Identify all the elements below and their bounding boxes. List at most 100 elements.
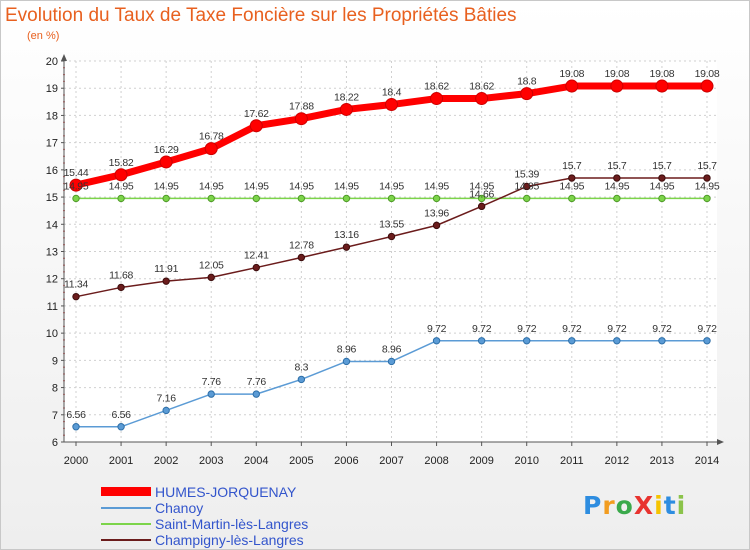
data-point[interactable] xyxy=(569,338,575,344)
data-label: 14.95 xyxy=(154,180,179,192)
data-point[interactable] xyxy=(343,358,349,364)
data-label: 15.82 xyxy=(109,157,134,169)
data-point[interactable] xyxy=(431,93,443,105)
data-point[interactable] xyxy=(386,99,398,111)
x-tick-label: 2003 xyxy=(199,455,223,467)
data-point[interactable] xyxy=(524,338,530,344)
data-label: 14.95 xyxy=(379,180,404,192)
data-point[interactable] xyxy=(433,338,439,344)
data-label: 11.91 xyxy=(154,263,178,275)
x-tick-label: 2002 xyxy=(154,455,178,467)
data-label: 14.95 xyxy=(199,180,224,192)
data-point[interactable] xyxy=(73,293,79,299)
x-tick-label: 2001 xyxy=(109,455,133,467)
data-point[interactable] xyxy=(295,113,307,125)
y-tick-label: 6 xyxy=(52,437,58,449)
data-point[interactable] xyxy=(659,195,665,201)
y-tick-label: 16 xyxy=(46,165,58,177)
y-tick-label: 19 xyxy=(46,83,58,95)
data-point[interactable] xyxy=(524,195,530,201)
x-tick-label: 2014 xyxy=(695,455,719,467)
logo-letter: X xyxy=(634,491,654,520)
data-point[interactable] xyxy=(704,195,710,201)
data-point[interactable] xyxy=(569,195,575,201)
data-point[interactable] xyxy=(253,391,259,397)
data-label: 14.95 xyxy=(244,180,269,192)
data-point[interactable] xyxy=(614,195,620,201)
data-label: 11.34 xyxy=(64,279,88,291)
data-label: 9.72 xyxy=(562,323,582,335)
data-label: 12.78 xyxy=(289,239,314,251)
data-point[interactable] xyxy=(208,391,214,397)
legend-swatch xyxy=(101,487,151,496)
y-tick-label: 14 xyxy=(46,219,58,231)
data-label: 12.05 xyxy=(199,259,224,271)
data-label: 14.95 xyxy=(650,180,675,192)
data-label: 14.95 xyxy=(289,180,314,192)
data-point[interactable] xyxy=(118,284,124,290)
data-point[interactable] xyxy=(433,222,439,228)
data-point[interactable] xyxy=(476,93,488,105)
data-point[interactable] xyxy=(388,195,394,201)
data-point[interactable] xyxy=(208,274,214,280)
data-point[interactable] xyxy=(478,203,484,209)
legend-swatch xyxy=(101,507,151,509)
data-point[interactable] xyxy=(343,195,349,201)
data-point[interactable] xyxy=(73,424,79,430)
x-tick-label: 2008 xyxy=(424,455,448,467)
data-point[interactable] xyxy=(343,244,349,250)
data-point[interactable] xyxy=(656,80,668,92)
data-label: 18.8 xyxy=(517,76,537,88)
data-point[interactable] xyxy=(659,338,665,344)
data-label: 14.95 xyxy=(334,180,359,192)
data-point[interactable] xyxy=(614,338,620,344)
data-point[interactable] xyxy=(163,278,169,284)
data-point[interactable] xyxy=(298,376,304,382)
proxiti-logo: ProXiti xyxy=(583,491,686,520)
y-tick-label: 18 xyxy=(46,110,58,122)
data-label: 7.76 xyxy=(202,376,222,388)
data-point[interactable] xyxy=(298,195,304,201)
data-point[interactable] xyxy=(478,338,484,344)
data-point[interactable] xyxy=(704,338,710,344)
data-label: 14.95 xyxy=(695,180,720,192)
data-point[interactable] xyxy=(340,103,352,115)
data-point[interactable] xyxy=(115,169,127,181)
data-point[interactable] xyxy=(205,143,217,155)
data-point[interactable] xyxy=(163,195,169,201)
data-point[interactable] xyxy=(611,80,623,92)
data-point[interactable] xyxy=(433,195,439,201)
x-tick-labels: 2000 2001 2002 2003 2004 2005 2006 2007 2008 2009… xyxy=(64,455,719,467)
data-point[interactable] xyxy=(163,407,169,413)
data-label: 18.4 xyxy=(382,87,402,99)
data-point[interactable] xyxy=(388,358,394,364)
x-tick-label: 2004 xyxy=(244,455,268,467)
y-tick-label: 20 xyxy=(46,56,58,68)
y-tick-labels: 67891011121314151617181920 xyxy=(46,56,58,449)
data-point[interactable] xyxy=(521,88,533,100)
data-point[interactable] xyxy=(253,195,259,201)
data-point[interactable] xyxy=(118,424,124,430)
data-point[interactable] xyxy=(388,233,394,239)
data-point[interactable] xyxy=(701,80,713,92)
data-point[interactable] xyxy=(73,195,79,201)
data-label: 17.62 xyxy=(244,108,269,120)
data-label: 9.72 xyxy=(652,323,672,335)
x-tick-label: 2009 xyxy=(469,455,493,467)
data-label: 9.72 xyxy=(472,323,492,335)
legend-label: Champigny-lès-Langres xyxy=(155,532,304,548)
data-point[interactable] xyxy=(160,156,172,168)
data-point[interactable] xyxy=(118,195,124,201)
data-point[interactable] xyxy=(250,120,262,132)
data-point[interactable] xyxy=(566,80,578,92)
data-label: 17.88 xyxy=(289,101,314,113)
data-point[interactable] xyxy=(208,195,214,201)
data-label: 11.68 xyxy=(109,269,133,281)
data-point[interactable] xyxy=(253,264,259,270)
data-label: 16.78 xyxy=(199,131,224,143)
data-point[interactable] xyxy=(298,254,304,260)
x-axis-arrow xyxy=(717,439,724,445)
data-label: 14.95 xyxy=(109,180,134,192)
data-label: 7.16 xyxy=(157,392,177,404)
data-label: 15.7 xyxy=(652,160,672,172)
